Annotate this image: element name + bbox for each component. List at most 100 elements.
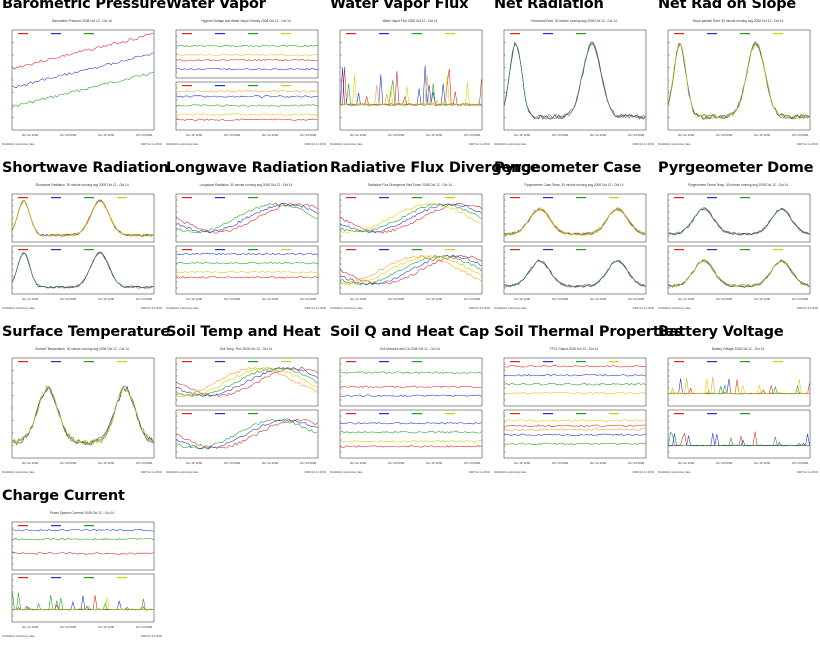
legend-swatch [510,197,520,199]
tile-title: Radiative Flux Divergence [330,160,540,176]
series-line [12,251,154,289]
x-tick-label: Oct 13 0000 [388,133,405,137]
legend-swatch [740,33,750,35]
tile-title: Water Vapor Flux [330,0,469,12]
legend-swatch [674,197,684,199]
x-tick-label: Oct 14 0000 [136,625,153,629]
legend-swatch [609,413,619,415]
series-line [504,442,646,446]
series-line [12,592,154,611]
legend-swatch [379,197,389,199]
series-line [176,104,318,107]
series-line [668,431,810,447]
plot-tile-soil-temp-and-heat[interactable]: Soil Temp and Heat Soil Temp, Flux 2008 O… [164,324,328,492]
legend-swatch [182,361,192,363]
series-line [504,392,646,395]
x-tick-label: Oct 13 1200 [426,133,443,137]
legend-swatch [740,413,750,415]
legend-swatch [674,361,684,363]
plot-tile-shortwave-radiation[interactable]: Shortwave Radiation Shortwave Radiation, … [0,160,169,328]
x-tick-label: Oct 14 0000 [300,133,317,137]
series-line [340,440,482,443]
footer-right: 2008 Oct 14 18:00 [633,470,655,474]
legend-swatch [773,249,783,251]
plot-tile-radiative-flux-divergence[interactable]: Radiative Flux Divergence Radiative Flux … [328,160,540,328]
x-tick-label: Oct 13 0000 [224,133,241,137]
series-line [668,431,810,447]
plot-tile-net-radiation[interactable]: Net Radiation Horizontal Rnet, 30 minute … [492,0,656,164]
tile-title: Pyrgeometer Case [494,160,642,176]
plot-image: Battery Voltage 2008 Oct 12 - Oct 14 Oct … [658,347,819,474]
x-tick-label: Oct 13 1200 [590,461,607,465]
legend-swatch [707,413,717,415]
x-tick-label: Oct 14 0000 [464,297,481,301]
series-line [504,419,646,422]
plot-image: Radiative Flux Divergence Rad Tower 2008… [330,183,491,310]
plot-tile-pyrgeometer-dome[interactable]: Pyrgeometer Dome Pyrgeometer Dome Temp, 3… [656,160,820,328]
series-line [668,41,810,120]
plot-image: Longwave Radiation, 30 minute running av… [166,183,327,310]
plot-tile-net-rad-on-slope[interactable]: Net Rad on Slope Slope-parallel Rnet, 30 … [656,0,820,164]
plot-frame [11,521,155,571]
series-line [504,428,646,431]
plot-frame [175,29,319,79]
series-line [668,432,810,447]
x-tick-label: Oct 14 0000 [628,461,645,465]
series-line [176,270,318,274]
plot-title: Soil Temp, Flux 2008 Oct 12 - Oct 14 [220,347,272,351]
legend-swatch [707,361,717,363]
legend-swatch [84,33,94,35]
tile-title: Soil Thermal Properties [494,324,683,340]
legend-swatch [281,85,291,87]
plot-title: Barometric Pressure 2008 Oct 12 - Oct 14 [52,19,112,23]
legend-swatch [117,361,127,363]
series-line [340,202,482,234]
plot-image: Slope-parallel Rnet, 30 minute running a… [658,19,819,146]
x-tick-label: Oct 14 0000 [628,133,645,137]
footer-left: NCAR/EOL preliminary data [2,634,35,638]
series-line [12,537,154,541]
legend-swatch [576,33,586,35]
tile-title: Soil Q and Heat Cap [330,324,490,340]
x-tick-label: Oct 13 1200 [98,297,115,301]
plot-image: TP01 Output 2008 Oct 12 - Oct 14 Oct 12 1… [494,347,655,474]
series-line [176,202,318,234]
plot-tile-battery-voltage[interactable]: Battery Voltage Battery Voltage 2008 Oct … [656,324,820,492]
plot-tile-soil-thermal-properties[interactable]: Soil Thermal Properties TP01 Output 2008 … [492,324,683,492]
plot-tile-longwave-radiation[interactable]: Longwave Radiation Longwave Radiation, 30… [164,160,328,328]
plot-tile-soil-q-and-heat-cap[interactable]: Soil Q and Heat Cap Soil Moisture and Cs … [328,324,492,492]
legend-swatch [445,249,455,251]
series-line [504,260,646,288]
tile-title: Shortwave Radiation [2,160,169,176]
legend-swatch [609,361,619,363]
legend-swatch [182,197,192,199]
plot-image: Barometric Pressure 2008 Oct 12 - Oct 14… [2,19,163,146]
plot-tile-pyrgeometer-case[interactable]: Pyrgeometer Case Pyrgeometer Case Temp, 3… [492,160,656,328]
series-line [340,203,482,234]
legend-swatch [182,33,192,35]
x-tick-label: Oct 13 1200 [590,297,607,301]
plot-tile-barometric-pressure[interactable]: Barometric Pressure Barometric Pressure 2… [0,0,166,164]
footer-right: 2008 Oct 14 18:00 [633,306,655,310]
x-tick-label: Oct 13 0000 [552,297,569,301]
plot-frame [175,193,319,243]
series-line [340,74,482,106]
x-tick-label: Oct 13 0000 [224,297,241,301]
series-line [668,207,810,236]
plot-tile-water-vapor-flux[interactable]: Water Vapor Flux Water Vapor Flux 2008 Oc… [328,0,492,164]
legend-swatch [281,361,291,363]
series-line [176,366,318,398]
series-line [176,366,318,398]
plot-frame [667,357,811,407]
legend-swatch [543,33,553,35]
x-tick-label: Oct 13 0000 [716,297,733,301]
series-line [340,66,482,106]
plot-tile-water-vapor[interactable]: Water Vapor Hygrom Voltage and Water Vapo… [164,0,328,164]
plot-tile-surface-temperature[interactable]: Surface Temperature Surface Temperature, … [0,324,170,492]
footer-left: NCAR/EOL preliminary data [330,142,363,146]
legend-swatch [51,525,61,527]
series-line [340,371,482,374]
plot-tile-charge-current[interactable]: Charge Current Power System Currents 2008… [0,488,164,656]
legend-swatch [543,249,553,251]
legend-swatch [215,413,225,415]
